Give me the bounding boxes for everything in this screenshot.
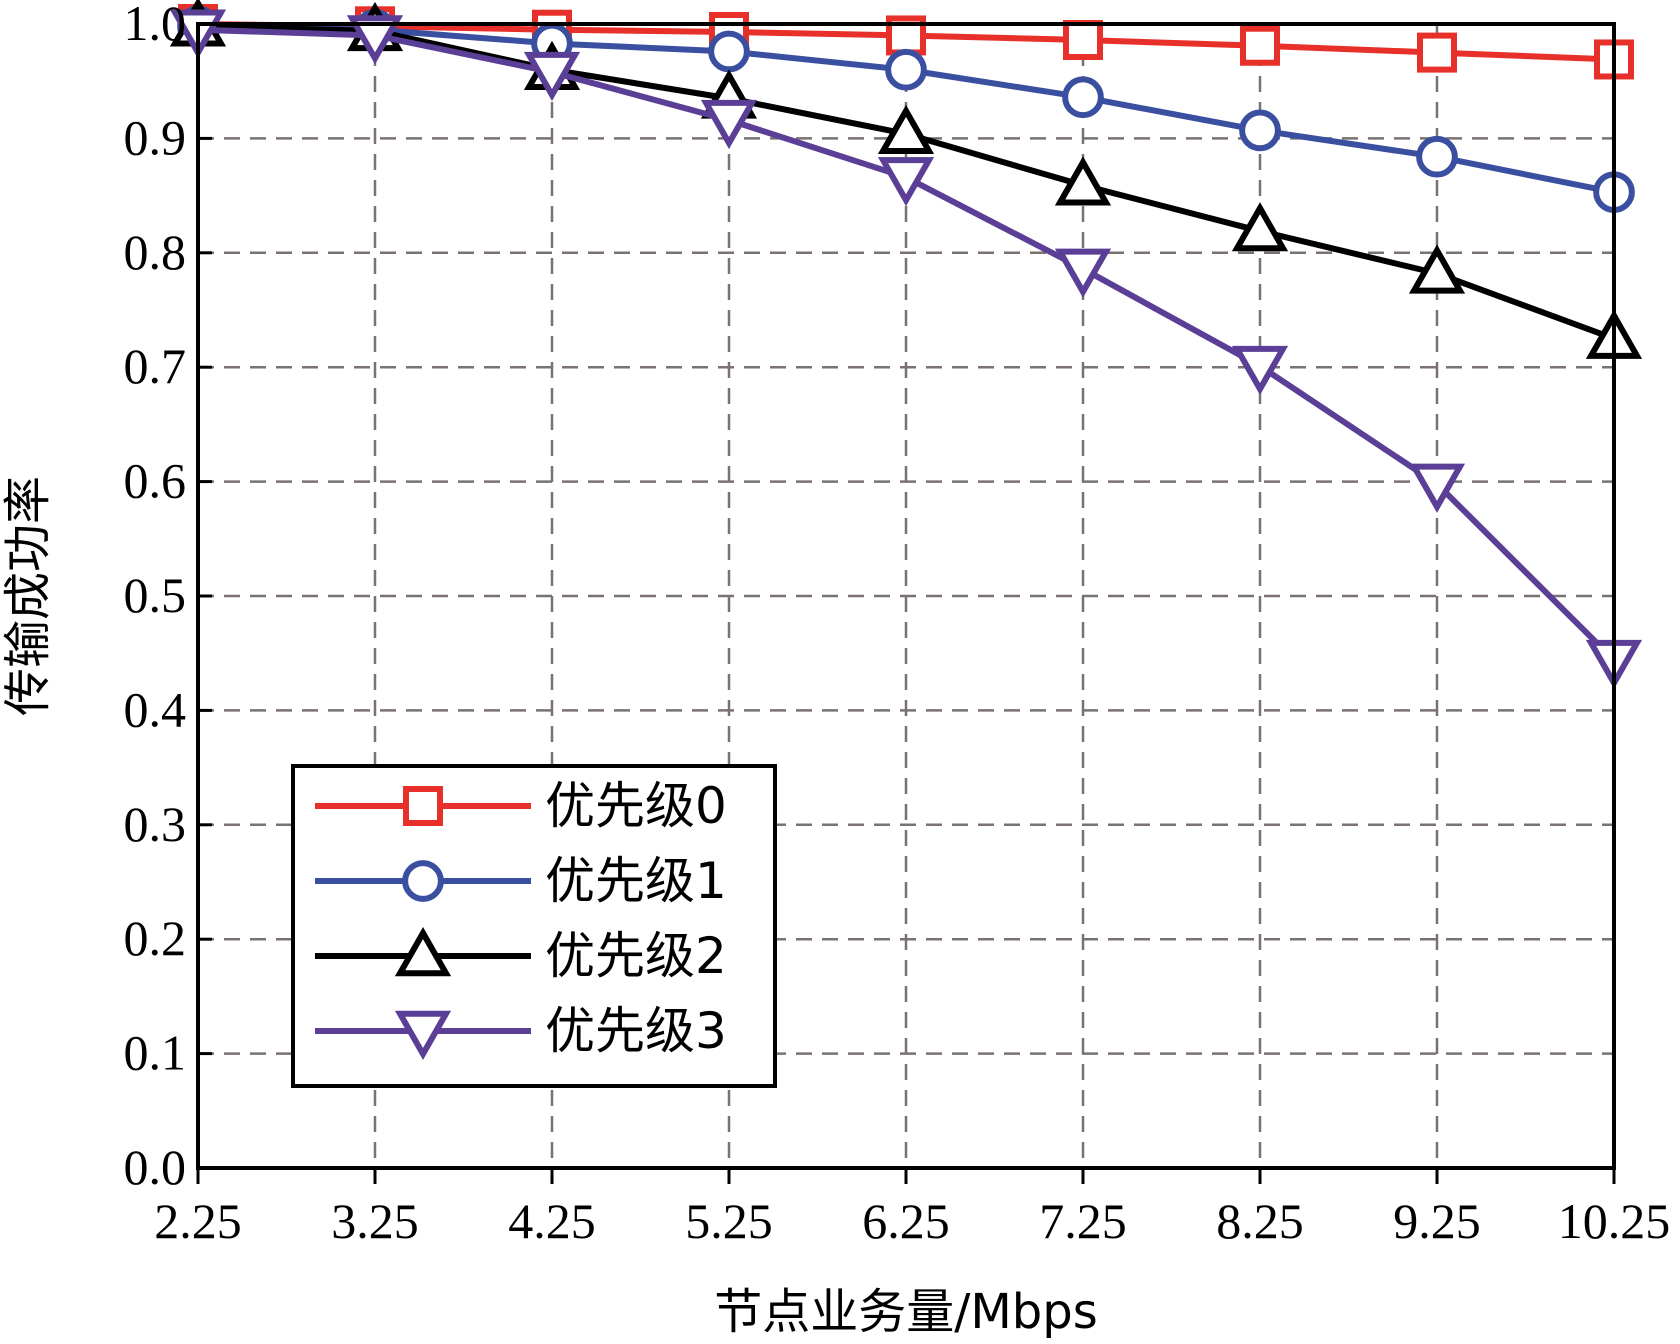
- y-tick-label: 0.9: [124, 109, 187, 165]
- tick-labels: 0.0 0.1 0.2 0.3 0.4 0.5 0.6 0.7 0.8 0.9 1.0 2.25 3.2…: [124, 0, 1671, 1249]
- y-tick-label: 0.2: [124, 910, 187, 966]
- legend: 优先级0 优先级1 优先级2 优先级3: [291, 764, 777, 1088]
- data-point: [1417, 32, 1457, 73]
- data-point: [1239, 109, 1281, 152]
- data-point: [1062, 76, 1104, 119]
- data-point: [708, 30, 750, 73]
- data-point: [523, 51, 581, 102]
- axis-ticks: [196, 22, 1616, 1184]
- legend-marker: [394, 1010, 452, 1060]
- x-tick-label: 6.25: [862, 1193, 950, 1249]
- legend-marker: [403, 786, 443, 826]
- data-point: [1063, 20, 1103, 61]
- y-tick-label: 0.1: [124, 1025, 187, 1081]
- x-tick-label: 3.25: [331, 1193, 419, 1249]
- legend-marker: [402, 860, 444, 902]
- data-point: [1240, 25, 1280, 66]
- y-tick-label: 0.4: [124, 681, 187, 737]
- y-tick-label: 0.6: [124, 453, 187, 509]
- data-point: [346, 15, 404, 65]
- y-tick-label: 0.3: [124, 796, 187, 852]
- y-axis-title: 传输成功率: [0, 476, 56, 716]
- legend-label: 优先级2: [545, 927, 727, 985]
- x-tick-label: 4.25: [508, 1193, 596, 1249]
- legend-item-0: 优先级0: [315, 777, 727, 835]
- y-tick-label: 1.0: [124, 0, 187, 51]
- legend-item-1: 优先级1: [315, 852, 727, 910]
- data-point: [877, 104, 935, 155]
- x-tick-label: 2.25: [154, 1193, 242, 1249]
- x-tick-label: 8.25: [1216, 1193, 1304, 1249]
- y-tick-label: 0.7: [124, 338, 187, 394]
- data-point: [1408, 244, 1466, 294]
- data-point: [700, 99, 758, 150]
- x-tick-label: 9.25: [1393, 1193, 1481, 1249]
- y-tick-label: 0.5: [124, 567, 187, 623]
- data-point: [877, 157, 935, 207]
- legend-label: 优先级3: [545, 1002, 727, 1060]
- x-axis-title: 节点业务量/Mbps: [714, 1284, 1098, 1340]
- data-point: [885, 48, 927, 91]
- data-point: [1408, 463, 1466, 513]
- data-point: [1054, 248, 1112, 298]
- y-tick-label: 0.8: [124, 224, 187, 280]
- data-point: [1231, 202, 1289, 252]
- data-point: [1231, 345, 1289, 396]
- data-point: [1054, 156, 1112, 206]
- y-tick-label: 0.0: [124, 1139, 187, 1195]
- x-tick-label: 10.25: [1558, 1193, 1671, 1249]
- legend-marker: [394, 927, 452, 977]
- x-tick-label: 7.25: [1039, 1193, 1127, 1249]
- legend-label: 优先级0: [545, 777, 727, 835]
- legend-item-3: 优先级3: [315, 1002, 727, 1060]
- legend-item-2: 优先级2: [315, 927, 727, 985]
- x-tick-label: 5.25: [685, 1193, 773, 1249]
- data-point: [1416, 135, 1458, 178]
- legend-label: 优先级1: [545, 852, 727, 910]
